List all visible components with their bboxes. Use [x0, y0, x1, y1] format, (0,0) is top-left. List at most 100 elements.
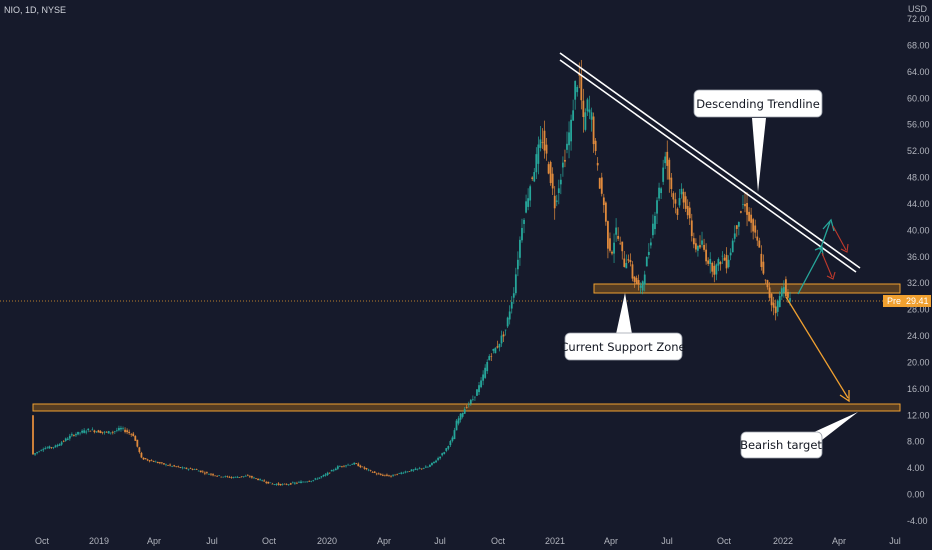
symbol-info[interactable]: NIO, 1D, NYSE: [4, 5, 66, 15]
candle-body: [136, 439, 139, 447]
candle-body: [674, 199, 677, 204]
candle-body: [267, 481, 270, 484]
bullish-arrow-2[interactable]: [819, 221, 831, 251]
candle-body: [68, 435, 71, 439]
candle-body: [165, 464, 167, 466]
x-tick-label: Jul: [661, 536, 673, 546]
candle-body: [692, 238, 695, 245]
candle-body: [124, 429, 126, 432]
candle-body: [197, 470, 200, 472]
y-tick-label: 44.00: [907, 199, 930, 209]
candle-body: [171, 465, 174, 467]
candle-body: [83, 430, 86, 433]
candle-body: [355, 463, 358, 464]
candle-body: [656, 200, 658, 214]
candle-body: [175, 466, 178, 468]
candle-body: [690, 220, 693, 237]
x-axis[interactable]: Oct 2019 Apr Jul Oct 2020 Apr Jul Oct 2021 Apr Jul O…: [35, 536, 901, 546]
candle-body: [341, 466, 343, 467]
callout-current-support-zone[interactable]: Current Support Zone: [560, 293, 686, 361]
bearish-arrow[interactable]: [785, 296, 849, 399]
candle-body: [471, 399, 474, 400]
candle-body: [506, 317, 509, 327]
y-tick-label: 4.00: [907, 463, 925, 473]
y-tick-label: 68.00: [907, 40, 930, 50]
candle-body: [480, 380, 482, 388]
y-tick-label: 36.00: [907, 252, 930, 262]
candle-body: [140, 452, 143, 458]
candle-body: [109, 432, 112, 434]
bullish-arrow[interactable]: [797, 248, 823, 295]
candle-body: [269, 482, 272, 484]
candle-body: [410, 469, 413, 472]
candle-body: [173, 465, 176, 467]
candle-body: [717, 259, 720, 266]
candle-body: [377, 473, 380, 475]
rejection-arrow-2[interactable]: [832, 225, 847, 251]
candle-body: [32, 415, 34, 455]
candle-body: [789, 298, 791, 302]
candle-body: [275, 484, 278, 485]
candle-body: [64, 438, 67, 441]
candle-body: [396, 474, 399, 475]
candle-body: [328, 472, 331, 474]
descending-trendline[interactable]: [559, 52, 861, 273]
candle-body: [293, 482, 296, 484]
candle-body: [633, 276, 636, 282]
candle-body: [345, 465, 347, 467]
candle-body: [662, 167, 665, 182]
x-tick-label: Oct: [262, 536, 277, 546]
candle-body: [404, 471, 407, 473]
candle-body: [596, 162, 599, 166]
candle-body: [670, 177, 673, 190]
candle-body: [357, 463, 360, 467]
rejection-arrow-1[interactable]: [821, 252, 833, 278]
candle-body: [766, 280, 769, 288]
candle-body: [541, 142, 544, 143]
y-axis[interactable]: -4.00 0.00 4.00 8.00 12.00 16.00 20.00 24.00 28.…: [907, 14, 930, 526]
candle-body: [566, 143, 568, 150]
candle-body: [406, 471, 409, 473]
candle-body: [543, 130, 546, 151]
candle-body: [739, 211, 742, 213]
candle-body: [525, 201, 527, 213]
candle-body: [619, 243, 622, 245]
y-tick-label: 40.00: [907, 225, 930, 235]
candle-body: [723, 257, 726, 261]
x-tick-label: Oct: [35, 536, 50, 546]
candle-body: [394, 474, 397, 476]
candle-body: [402, 472, 405, 474]
callout-descending-trendline[interactable]: Descending Trendline: [693, 89, 823, 192]
candle-body: [709, 258, 712, 265]
candle-body: [312, 480, 315, 481]
support-zone[interactable]: [593, 283, 901, 294]
candle-body: [138, 447, 141, 453]
candle-body: [545, 144, 548, 154]
candle-body: [422, 467, 425, 469]
candle-body: [592, 116, 595, 145]
candle-body: [218, 475, 221, 476]
candle-body: [625, 262, 628, 269]
candle-body: [594, 140, 597, 152]
candle-body: [643, 274, 646, 285]
candle-body: [668, 159, 671, 180]
x-tick-label: Oct: [717, 536, 732, 546]
candle-body: [680, 188, 683, 195]
candle-body: [508, 311, 511, 320]
candle-body: [310, 480, 313, 482]
candle-body: [390, 475, 392, 477]
candle-body: [386, 474, 388, 476]
callout-bearish-target[interactable]: Bearish target: [740, 412, 858, 459]
candle-body: [559, 179, 562, 185]
candle-body: [703, 244, 705, 250]
candle-body: [641, 281, 644, 291]
candle-body: [476, 389, 478, 396]
candle-body: [762, 261, 765, 274]
candle-body: [523, 219, 525, 224]
candle-body: [87, 428, 90, 431]
x-tick-label: Apr: [147, 536, 161, 546]
candle-body: [281, 484, 284, 485]
candle-body: [449, 441, 452, 446]
